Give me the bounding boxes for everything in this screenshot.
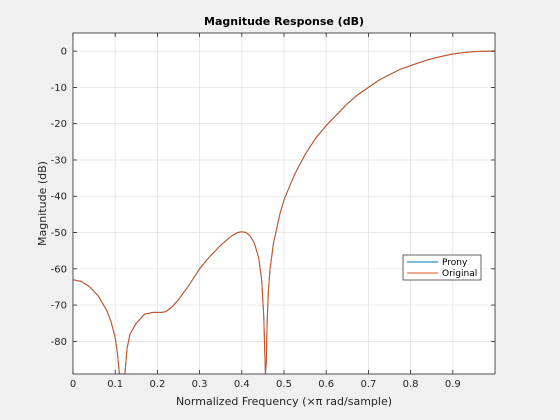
series-line-original bbox=[73, 50, 495, 374]
axis-ticks: 0 0.1 0.2 0.3 0.4 0.5 0.6 0.7 0.8 0.9 0 -10 -20 -30 -4… bbox=[51, 33, 495, 390]
x-tick-label: 0.7 bbox=[360, 379, 376, 390]
x-tick-label: 0 bbox=[70, 379, 76, 390]
x-tick-label: 0.3 bbox=[192, 379, 208, 390]
y-tick-label: -60 bbox=[51, 264, 67, 275]
chart-title: Magnitude Response (dB) bbox=[204, 15, 364, 28]
series-lines bbox=[73, 50, 495, 374]
legend-box bbox=[402, 254, 482, 281]
x-tick-label: 0.9 bbox=[445, 379, 461, 390]
x-tick-label: 0.2 bbox=[149, 379, 165, 390]
x-tick-label: 0.8 bbox=[403, 379, 419, 390]
y-tick-label: -20 bbox=[51, 119, 67, 130]
legend-label-prony: Prony bbox=[442, 258, 468, 268]
y-tick-label: -40 bbox=[51, 192, 67, 203]
grid-lines bbox=[72, 33, 495, 374]
y-tick-label: 0 bbox=[61, 47, 67, 58]
y-axis-label: Magnitude (dB) bbox=[36, 161, 49, 246]
x-tick-label: 0.1 bbox=[107, 379, 123, 390]
y-tick-label: -70 bbox=[51, 301, 67, 312]
y-tick-label: -10 bbox=[51, 83, 67, 94]
y-tick-label: -50 bbox=[51, 228, 67, 239]
y-tick-label: -30 bbox=[51, 155, 67, 166]
y-tick-label: -80 bbox=[51, 337, 67, 348]
x-tick-label: 0.4 bbox=[234, 379, 250, 390]
legend-label-original: Original bbox=[442, 269, 477, 279]
x-axis-label: Normalized Frequency (×π rad/sample) bbox=[176, 395, 392, 408]
x-tick-label: 0.5 bbox=[276, 379, 292, 390]
x-tick-label: 0.6 bbox=[318, 379, 334, 390]
